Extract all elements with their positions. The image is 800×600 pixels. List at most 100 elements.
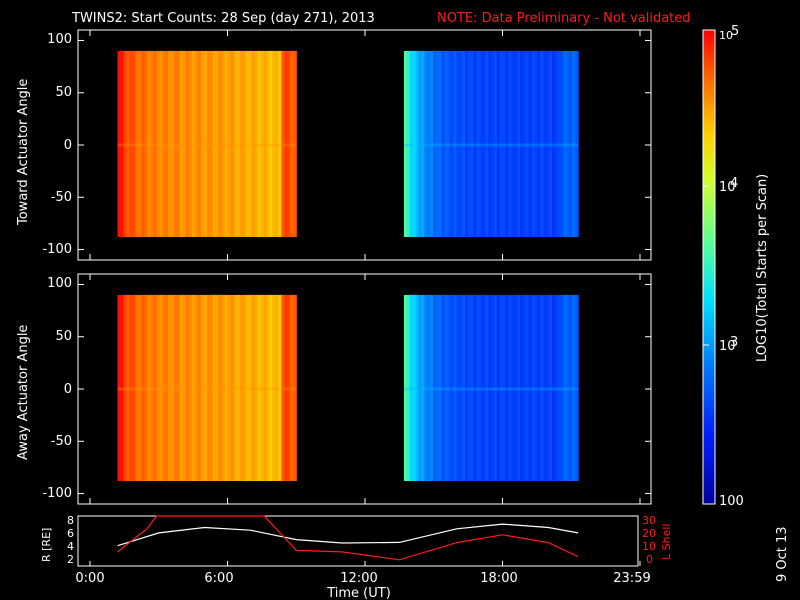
away-block-column <box>444 294 449 481</box>
lshell-ytick: 30 <box>642 514 656 527</box>
away-block-column <box>508 294 512 481</box>
away-block-column <box>505 294 510 481</box>
toward-block-column <box>141 50 145 237</box>
away-block-column <box>525 294 530 481</box>
toward-block-column <box>257 50 262 237</box>
toward-block-column <box>546 50 550 237</box>
away-block-column <box>496 294 501 481</box>
away-block-column <box>260 294 265 481</box>
away-ytick: -50 <box>51 434 72 449</box>
toward-block-column <box>563 50 568 237</box>
toward-block-column <box>493 50 498 237</box>
away-ytick: 100 <box>47 276 72 291</box>
away-block-column <box>129 294 133 481</box>
toward-block-column <box>424 50 428 237</box>
away-block-column <box>534 294 539 481</box>
away-block-column <box>233 294 238 481</box>
toward-block-column <box>129 50 133 237</box>
away-block-column <box>552 294 556 481</box>
lshell-yticks: 30 20 10 0 <box>642 514 656 566</box>
away-block-column <box>206 294 211 481</box>
toward-block-column <box>508 50 512 237</box>
away-block-column <box>438 294 443 481</box>
away-block-column <box>218 294 223 481</box>
away-block-column <box>514 294 518 481</box>
away-block-column <box>499 294 504 481</box>
toward-block-column <box>552 50 556 237</box>
away-block-column <box>180 294 184 481</box>
toward-block-column <box>209 50 214 237</box>
toward-block-column <box>464 50 469 237</box>
toward-block-column <box>435 50 440 237</box>
toward-block-column <box>520 50 524 237</box>
toward-block-column <box>534 50 539 237</box>
toward-block-column <box>203 50 208 237</box>
preliminary-note: NOTE: Data Preliminary - Not validated <box>437 11 691 26</box>
toward-block-column <box>485 50 489 237</box>
away-block-column <box>284 294 288 481</box>
toward-block-column <box>572 50 576 237</box>
away-ytick: -100 <box>42 486 72 501</box>
away-block-column <box>212 294 217 481</box>
away-block-column <box>275 294 279 481</box>
toward-ytick: 50 <box>55 85 72 100</box>
away-block-column <box>135 294 139 481</box>
away-block-column <box>162 294 166 481</box>
x-ticklabels: 0:00 6:00 12:00 18:00 23:59 <box>75 571 650 586</box>
away-block-column <box>293 294 297 481</box>
away-block-column <box>281 294 285 481</box>
away-block-column <box>537 294 541 481</box>
away-yticks: 100 50 0 -50 -100 <box>42 276 72 501</box>
away-block-column <box>464 294 469 481</box>
toward-block-column <box>499 50 504 237</box>
away-block-column <box>482 294 486 481</box>
colorbar-tick-exp: 5 <box>731 24 739 39</box>
lshell-line <box>117 515 579 561</box>
r-line <box>117 523 579 547</box>
toward-block-column <box>239 50 244 237</box>
toward-block-zero-band <box>117 143 297 147</box>
toward-block-column <box>281 50 285 237</box>
away-block-column <box>569 294 573 481</box>
away-block-column <box>543 294 547 481</box>
toward-block-column <box>290 50 294 237</box>
away-block-column <box>266 294 271 481</box>
away-block-zero-band <box>403 387 579 391</box>
away-block-column <box>430 294 434 481</box>
toward-block-column <box>438 50 443 237</box>
away-block-column <box>138 294 142 481</box>
away-block-column <box>549 294 553 481</box>
toward-block-column <box>162 50 166 237</box>
away-block-column <box>171 294 175 481</box>
away-block-column <box>254 294 259 481</box>
toward-block-column <box>132 50 136 237</box>
away-block-zero-band <box>117 387 297 391</box>
away-block-column <box>186 294 190 481</box>
toward-block-column <box>224 50 229 237</box>
away-block-column <box>470 294 475 481</box>
toward-block-column <box>415 50 420 237</box>
r-ylabel: R [RE] <box>40 528 53 562</box>
toward-block-column <box>482 50 486 237</box>
away-ytick: 50 <box>55 329 72 344</box>
r-ytick: 4 <box>67 540 74 553</box>
away-block-column <box>209 294 214 481</box>
toward-block-column <box>543 50 547 237</box>
toward-block-column <box>502 50 507 237</box>
r-yticks: 8 6 4 2 <box>67 514 74 566</box>
away-block-column <box>144 294 148 481</box>
toward-ytick: -100 <box>42 242 72 257</box>
away-block-column <box>239 294 244 481</box>
away-block-column <box>287 294 291 481</box>
away-block-column <box>230 294 235 481</box>
toward-block-column <box>479 50 483 237</box>
toward-block-column <box>525 50 530 237</box>
x-ticklabel: 23:59 <box>613 571 650 586</box>
toward-block-column <box>505 50 510 237</box>
toward-block-column <box>450 50 454 237</box>
away-block-column <box>450 294 454 481</box>
lshell-ylabel: L Shell <box>660 524 673 560</box>
toward-block-column <box>269 50 274 237</box>
away-ytick: 0 <box>64 382 72 397</box>
toward-block-column <box>138 50 142 237</box>
